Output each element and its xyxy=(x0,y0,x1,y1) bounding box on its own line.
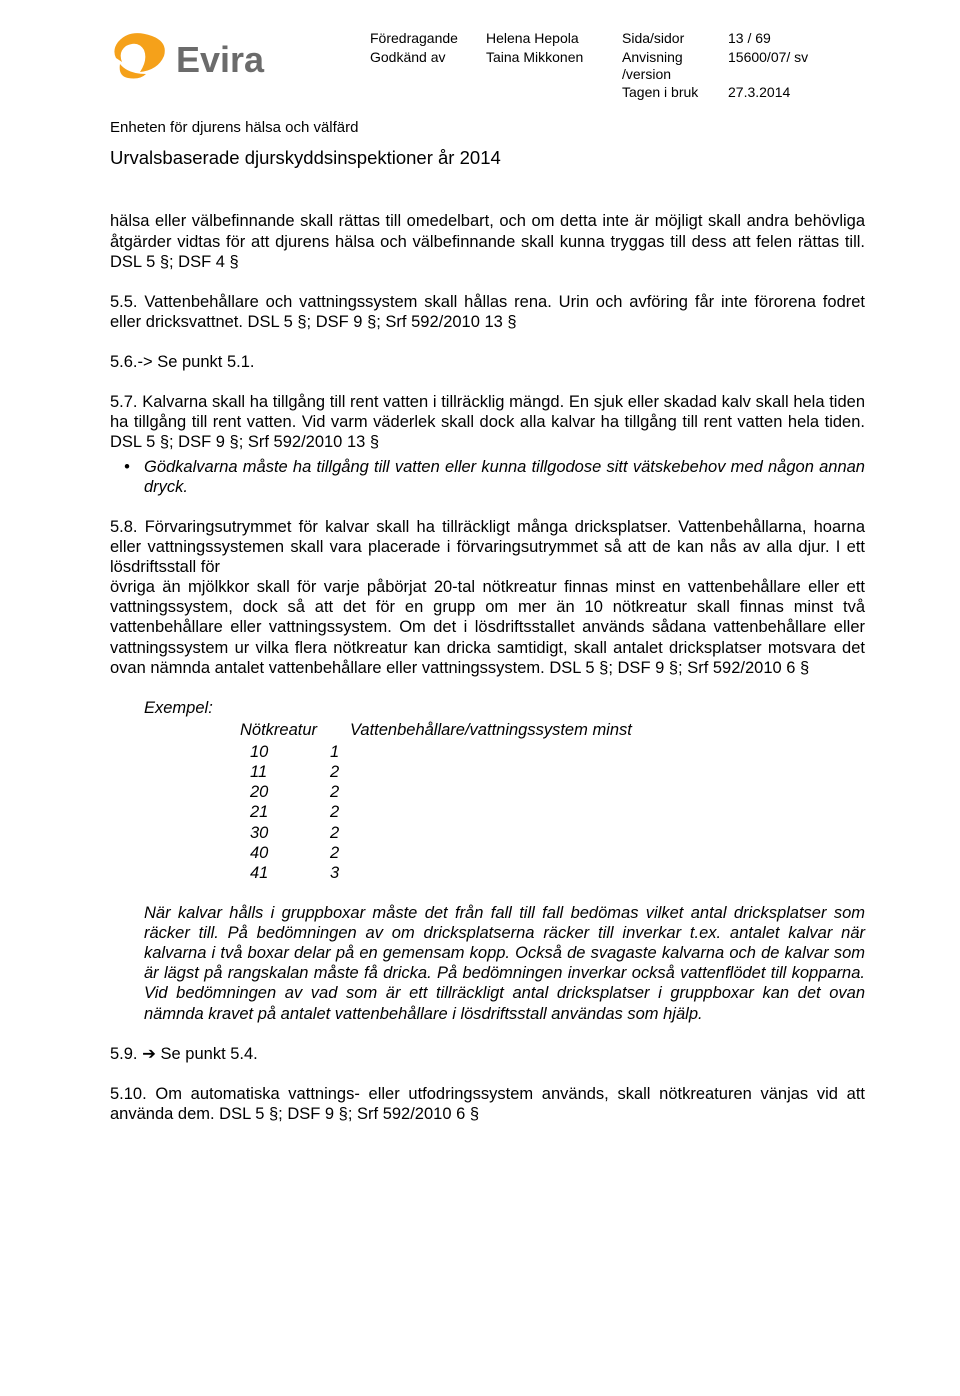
bullet-text: Gödkalvarna måste ha tillgång till vatte… xyxy=(144,457,865,497)
paragraph-5-6: 5.6.-> Se punkt 5.1. xyxy=(110,352,865,372)
table-col-header: Nötkreatur xyxy=(240,720,350,740)
watering-table: Nötkreatur Vattenbehållare/vattningssyst… xyxy=(240,720,865,883)
table-cell: 2 xyxy=(330,782,380,802)
document-header: Evira Föredragande Helena Hepola Sida/si… xyxy=(110,30,865,101)
table-row: 112 xyxy=(240,762,865,782)
p59-text: Se punkt 5.4. xyxy=(156,1045,258,1063)
table-row: 101 xyxy=(240,742,865,762)
table-cell: 21 xyxy=(240,802,330,822)
paragraph-5-5: 5.5. Vattenbehållare och vattningssystem… xyxy=(110,292,865,332)
document-title: Urvalsbaserade djurskyddsinspektioner år… xyxy=(110,147,865,169)
meta-label: Sida/sidor xyxy=(622,30,722,47)
example-label: Exempel: xyxy=(144,698,865,718)
table-cell: 30 xyxy=(240,823,330,843)
table-cell: 41 xyxy=(240,863,330,883)
paragraph-5-7: 5.7. Kalvarna skall ha tillgång till ren… xyxy=(110,392,865,497)
table-row: 413 xyxy=(240,863,865,883)
table-cell: 20 xyxy=(240,782,330,802)
meta-value: 27.3.2014 xyxy=(728,84,818,101)
table-col-header: Vattenbehållare/vattningssystem minst xyxy=(350,720,632,740)
table-cell: 10 xyxy=(240,742,330,762)
table-row: 302 xyxy=(240,823,865,843)
meta-value: Helena Hepola xyxy=(486,30,616,47)
meta-label: Anvisning /version xyxy=(622,49,722,83)
meta-value: Taina Mikkonen xyxy=(486,49,616,83)
paragraph-5-10: 5.10. Om automatiska vattnings- eller ut… xyxy=(110,1084,865,1124)
meta-value: 13 / 69 xyxy=(728,30,818,47)
p59-number: 5.9. xyxy=(110,1045,142,1063)
header-meta: Föredragande Helena Hepola Sida/sidor 13… xyxy=(370,30,865,101)
paragraph-5-8a: 5.8. Förvaringsutrymmet för kalvar skall… xyxy=(110,517,865,577)
paragraph-continuation: hälsa eller välbefinnande skall rättas t… xyxy=(110,211,865,271)
italic-explanation: När kalvar hålls i gruppboxar måste det … xyxy=(144,903,865,1024)
table-cell: 11 xyxy=(240,762,330,782)
table-cell: 2 xyxy=(330,802,380,822)
table-cell: 2 xyxy=(330,762,380,782)
table-header-row: Nötkreatur Vattenbehållare/vattningssyst… xyxy=(240,720,865,740)
meta-label: Tagen i bruk xyxy=(622,84,722,101)
document-body: hälsa eller välbefinnande skall rättas t… xyxy=(110,211,865,1124)
paragraph-5-8b: övriga än mjölkkor skall för varje påbör… xyxy=(110,577,865,678)
table-row: 202 xyxy=(240,782,865,802)
evira-logo: Evira xyxy=(110,30,320,88)
table-row: 212 xyxy=(240,802,865,822)
table-cell: 2 xyxy=(330,843,380,863)
meta-label: Godkänd av xyxy=(370,49,480,83)
table-cell: 40 xyxy=(240,843,330,863)
meta-label: Föredragande xyxy=(370,30,480,47)
bullet-marker-icon: • xyxy=(110,457,144,497)
bullet-list: • Gödkalvarna måste ha tillgång till vat… xyxy=(110,457,865,497)
table-cell: 2 xyxy=(330,823,380,843)
table-cell: 1 xyxy=(330,742,380,762)
bullet-item: • Gödkalvarna måste ha tillgång till vat… xyxy=(110,457,865,497)
arrow-right-icon: ➔ xyxy=(142,1045,156,1063)
paragraph-5-9: 5.9. ➔ Se punkt 5.4. xyxy=(110,1044,865,1064)
unit-line: Enheten för djurens hälsa och välfärd xyxy=(110,119,865,137)
table-row: 402 xyxy=(240,843,865,863)
logo-text: Evira xyxy=(176,39,265,80)
table-cell: 3 xyxy=(330,863,380,883)
paragraph-5-7-text: 5.7. Kalvarna skall ha tillgång till ren… xyxy=(110,393,865,451)
logo-block: Evira xyxy=(110,30,370,88)
meta-value: 15600/07/ sv xyxy=(728,49,818,83)
